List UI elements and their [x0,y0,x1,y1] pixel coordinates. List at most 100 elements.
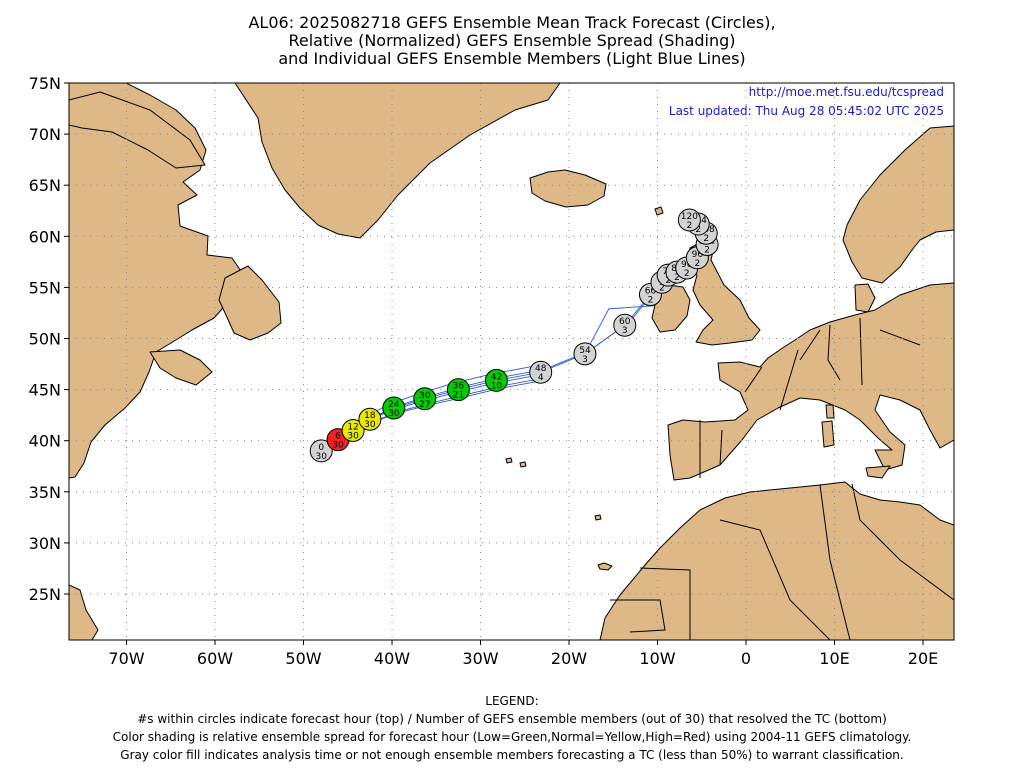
track-hour: 60 [619,317,631,327]
track-members: 30 [347,431,359,441]
track-point[interactable]: 030 [309,439,333,463]
track-members: 3 [582,355,588,365]
lat-label: 50N [29,330,61,349]
track-members: 30 [364,420,376,430]
lat-label: 40N [29,432,61,451]
legend-heading: LEGEND: [485,694,539,708]
lon-label: 50W [285,649,321,668]
lat-label: 60N [29,227,61,246]
track-hour: 42 [491,372,502,382]
track-members: 2 [704,245,710,255]
lon-label: 30W [462,649,498,668]
track-circle [529,360,553,384]
lat-label: 70N [29,125,61,144]
track-hour: 24 [388,400,400,410]
track-circle [613,313,637,337]
legend-line-3: Gray color fill indicates analysis time … [120,748,904,762]
track-members: 3 [622,326,628,336]
track-members: 2 [665,276,671,286]
longitude-labels: 70W 60W 50W 40W 30W 20W 10W 0 10E 20E [108,640,938,668]
lat-label: 75N [29,74,61,93]
land-canaries [597,562,613,571]
lat-label: 30N [29,534,61,553]
land-azores-2 [519,461,527,468]
track-point[interactable]: 603 [613,313,637,337]
track-circle [413,387,437,411]
land-europe [667,282,954,481]
track-members: 30 [315,452,327,462]
land-sardinia [821,420,835,448]
lon-label: 60W [197,649,233,668]
track-members: 2 [694,259,700,269]
land-iceland [529,169,607,208]
track-hour: 66 [645,287,657,297]
track-members: 2 [659,283,665,293]
track-point[interactable]: 484 [529,360,553,384]
track-circle [677,208,701,232]
track-hour: 90 [681,260,693,270]
track-hour: 18 [364,411,376,421]
track-members: 2 [687,221,693,231]
track-members: 2 [684,269,690,279]
lat-lon-grid [69,83,954,640]
lon-label: 0 [741,649,751,668]
track-members: 30 [332,441,344,451]
lat-label: 65N [29,176,61,195]
title-line-3: and Individual GEFS Ensemble Members (Li… [278,49,746,68]
latitude-labels: 75N 70N 65N 60N 55N 50N 45N 40N 35N 30N 25N [29,74,69,604]
legend-line-1: #s within circles indicate forecast hour… [137,712,887,726]
title-line-2: Relative (Normalized) GEFS Ensemble Spre… [288,31,736,50]
track-members: 2 [703,234,709,244]
land-greenland [234,83,561,239]
track-circle [309,439,333,463]
lon-label: 10E [819,649,849,668]
track-members: 10 [491,381,503,391]
track-members: 4 [538,373,544,383]
track-circle [484,368,508,392]
track-circle [382,396,406,420]
map-frame [68,82,955,641]
lat-label: 55N [29,278,61,297]
track-members: 2 [674,273,680,283]
lon-label: 20W [551,649,587,668]
legend-line-2: Color shading is relative ensemble sprea… [112,730,912,744]
track-hour: 54 [579,346,591,356]
land-great-britain [687,239,761,346]
track-hour: 12 [347,422,358,432]
land-faroe [654,206,664,216]
land-scandinavia [842,125,954,284]
track-map: 0306301230183024303027362142104845436036… [29,74,955,668]
lat-label: 35N [29,483,61,502]
lat-label: 45N [29,381,61,400]
track-members: 2 [695,225,701,235]
source-url[interactable]: http://moe.met.fsu.edu/tcspread [749,85,944,99]
track-hour: 36 [453,382,465,392]
land-sicily [865,465,891,479]
land-florida [69,584,99,640]
last-updated: Last updated: Thu Aug 28 05:45:02 UTC 20… [669,104,944,118]
lon-label: 70W [108,649,144,668]
track-members: 21 [453,391,464,401]
title-line-1: AL06: 2025082718 GEFS Ensemble Mean Trac… [248,13,776,32]
track-circle [446,378,470,402]
track-point[interactable]: 543 [573,342,597,366]
lon-label: 10W [639,649,675,668]
land-layer [69,83,954,640]
track-hour: 0 [318,443,324,453]
land-africa [599,481,954,640]
country-borders [610,317,954,640]
land-baffin [69,91,206,169]
track-hour: 6 [335,432,341,442]
land-madeira [594,514,602,521]
land-azores-1 [505,457,513,464]
track-hour: 120 [681,212,698,222]
lat-label: 25N [29,585,61,604]
land-corsica [825,404,835,419]
